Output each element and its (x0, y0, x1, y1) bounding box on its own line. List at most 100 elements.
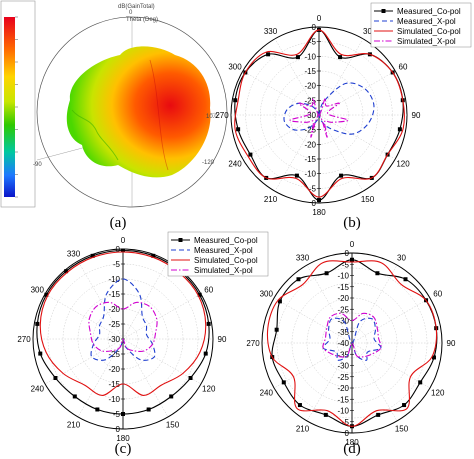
data-point (44, 292, 49, 297)
radial-tick-label: -25 (304, 96, 316, 105)
radial-tick-label: -5 (342, 418, 350, 427)
angle-tick-label: 240 (260, 389, 274, 398)
angle-tick-label: 150 (361, 195, 375, 204)
panel-label-c: (c) (115, 441, 132, 457)
radial-tick-label: -5 (113, 410, 121, 419)
data-point (72, 394, 77, 399)
radial-tick-label: -20 (304, 82, 316, 91)
radial-tick-label: -20 (108, 365, 120, 374)
angle-tick-label: 210 (296, 425, 310, 434)
angle-tick-label: 330 (264, 27, 278, 36)
polar-spoke (318, 114, 396, 160)
radial-tick-label: -20 (337, 384, 349, 393)
radial-tick-label: -5 (113, 260, 121, 269)
pattern-title: dB(GainTotal) (118, 4, 155, 10)
radial-tick-label: 0 (345, 249, 350, 258)
pattern-shading (71, 109, 119, 161)
radial-tick-label: -35 (337, 350, 349, 359)
polar-spoke (44, 293, 124, 340)
series-line-simulated-co-pol (266, 260, 438, 427)
data-point (53, 376, 58, 380)
radial-tick-label: -25 (108, 350, 120, 359)
polar-spoke (44, 338, 124, 385)
polar-spoke (351, 342, 398, 422)
radiation-pattern-3d (66, 46, 211, 178)
polar-spoke (306, 264, 353, 344)
data-point (431, 355, 436, 360)
panel-label-a: (a) (110, 215, 127, 231)
data-point (121, 248, 125, 253)
data-point (90, 253, 95, 258)
legend-entry: Simulated_X-pol (194, 266, 253, 275)
legend-entry: Measured_X-pol (397, 17, 456, 26)
data-point (294, 173, 299, 178)
radial-tick-label: -15 (108, 290, 120, 299)
polar-spoke (122, 260, 169, 340)
legend-box (167, 231, 269, 277)
data-point (317, 198, 321, 203)
data-point (277, 299, 282, 304)
angle-tick-label: 30 (363, 27, 372, 36)
angle-tick-label: 180 (116, 434, 130, 443)
radial-tick-label: -20 (337, 294, 349, 303)
legend-entry: Simulated_X-pol (397, 37, 456, 46)
data-point (350, 257, 354, 262)
radial-tick-label: -35 (337, 328, 349, 337)
radial-tick-label: -15 (337, 395, 349, 404)
ring-tick-neg120: -120 (202, 160, 215, 166)
colorbar-ticks (15, 16, 18, 198)
radial-tick-label: -5 (309, 184, 317, 193)
legend-entry: Simulated_Co-pol (194, 256, 258, 265)
angle-tick-label: 60 (399, 63, 408, 72)
ring-tick-0: 0 (129, 10, 133, 16)
series-line-simulated-co-pol (234, 29, 405, 198)
data-point (281, 380, 286, 385)
polar-spoke (242, 70, 320, 116)
radial-tick-label: -10 (337, 407, 349, 416)
polar-spoke (351, 297, 431, 344)
angle-tick-label: 210 (264, 195, 278, 204)
radial-tick-label: -10 (337, 272, 349, 281)
data-point (203, 351, 208, 356)
polar-spoke (318, 70, 396, 116)
ring-tick-neg90: -90 (33, 162, 42, 168)
polar-spoke (351, 342, 431, 389)
angle-tick-label: 0 (317, 14, 322, 23)
data-point (248, 152, 253, 157)
radial-tick-label: -25 (337, 373, 349, 382)
data-point (169, 394, 174, 399)
series-line-measured-x-pol (283, 82, 375, 135)
angle-tick-label: 210 (67, 421, 81, 430)
data-point (236, 127, 241, 132)
angle-tick-label: 300 (228, 63, 242, 72)
radial-tick-label: -15 (304, 155, 316, 164)
polar-spoke (351, 264, 398, 344)
theta-label: Theta (Deg) (126, 17, 158, 23)
data-point (375, 271, 380, 276)
legend-box (370, 2, 472, 48)
radial-tick-label: -25 (337, 305, 349, 314)
angle-tick-label: 0 (121, 236, 126, 245)
data-point (206, 321, 211, 326)
polar-spoke (77, 260, 124, 340)
data-point (418, 380, 423, 385)
angle-tick-label: 90 (412, 111, 421, 120)
series-line-simulated-x-pol (289, 97, 349, 138)
radial-tick-label: 0 (312, 199, 317, 208)
panel-a: dB(GainTotal) Theta (Deg) 0 10.0 -120 -9… (0, 0, 228, 231)
angle-tick-label: 30 (397, 253, 406, 262)
angle-tick-label: 120 (202, 385, 216, 394)
panel-c: 03060901201501802102402703003300-5-10-15… (17, 231, 269, 443)
polar-spoke (242, 114, 320, 160)
data-point (403, 277, 408, 282)
legend-marker (381, 9, 386, 13)
radial-tick-label: -20 (304, 140, 316, 149)
data-point (146, 407, 151, 412)
series-line-simulated-co-pol (39, 251, 207, 396)
radial-tick-label: -10 (304, 170, 316, 179)
panel-label-d: (d) (343, 441, 361, 457)
polar-spoke (318, 38, 364, 116)
data-point (274, 327, 279, 332)
ring-tick-10: 10.0 (206, 114, 218, 120)
angle-tick-label: 330 (296, 253, 310, 262)
